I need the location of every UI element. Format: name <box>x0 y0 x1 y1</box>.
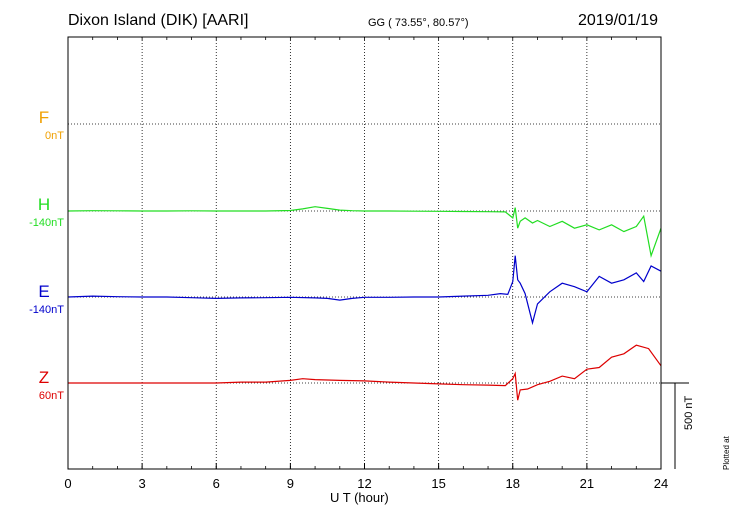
series-line-h <box>67 206 662 258</box>
x-tick-label: 6 <box>213 476 220 491</box>
x-tick-label: 15 <box>431 476 445 491</box>
series-line-e <box>67 255 662 326</box>
x-axis-label: U T (hour) <box>330 490 389 505</box>
x-tick-label: 9 <box>287 476 294 491</box>
grid-lines <box>68 37 661 469</box>
series-lines <box>67 206 662 401</box>
x-tick-label: 18 <box>506 476 520 491</box>
component-label-e: E <box>38 282 50 301</box>
component-label-f: F <box>38 108 50 127</box>
x-tick-label: 12 <box>357 476 371 491</box>
geo-coordinates: GG ( 73.55°, 80.57°) <box>368 17 469 29</box>
baseline-label-f: 0nT <box>45 130 64 142</box>
x-tick-label: 3 <box>139 476 146 491</box>
baseline-label-e: -140nT <box>29 304 64 316</box>
x-axis-ticks: 0 3 6 9 12 15 18 21 24 <box>64 37 668 491</box>
x-tick-label: 0 <box>64 476 71 491</box>
component-label-h: H <box>37 195 51 214</box>
x-tick-label: 24 <box>654 476 668 491</box>
component-label-z: Z <box>38 368 50 387</box>
scale-bar <box>661 382 689 469</box>
baseline-label-h: -140nT <box>29 217 64 229</box>
x-tick-label: 21 <box>580 476 594 491</box>
plot-date: 2019/01/19 <box>578 12 659 29</box>
station-title: Dixon Island (DIK) [AARI] <box>68 12 249 29</box>
series-line-z <box>68 344 662 401</box>
baseline-label-z: 60nT <box>38 390 64 402</box>
